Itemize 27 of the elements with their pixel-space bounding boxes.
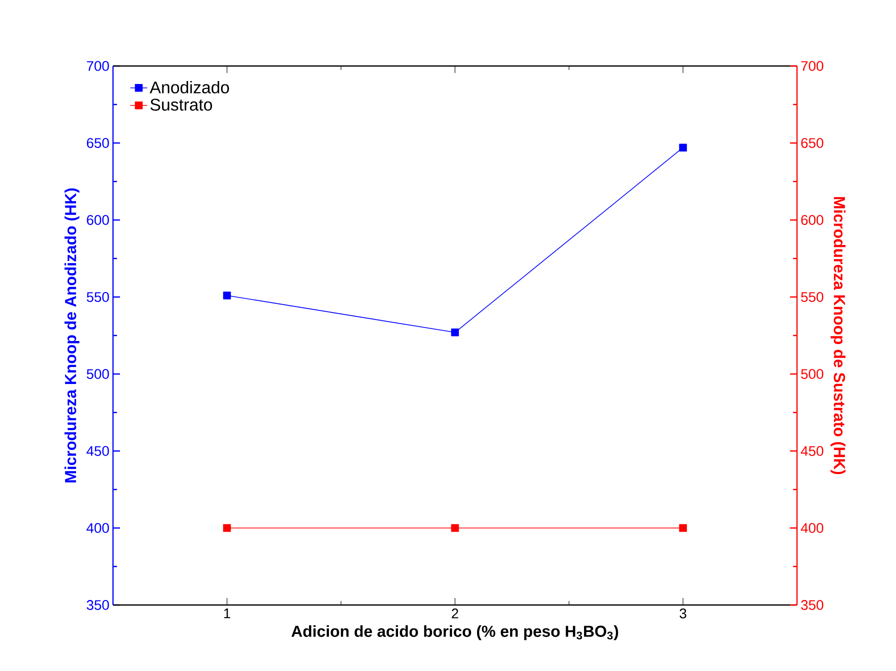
point (451, 328, 459, 336)
legend-label: Anodizado (150, 80, 229, 94)
x-axis-title: Adicion de acido borico (% en peso H$_{3}$BO$_{3}$) (291, 625, 618, 640)
y-tick-label: 500 (86, 369, 109, 379)
x-tick-label: 1 (224, 608, 230, 618)
y2-tick-label: 600 (801, 215, 824, 225)
y2-tick-label: 650 (801, 138, 824, 148)
y2-tick-label: 450 (800, 446, 824, 456)
x-tick-label: 3 (680, 608, 686, 618)
y-tick-label: 700 (86, 61, 109, 71)
y-tick-label: 600 (86, 215, 109, 225)
point (679, 144, 687, 152)
y-tick-label: 350 (86, 600, 109, 610)
y-axis-title: Microdureza Knoop de Anodizado (HK) (64, 188, 80, 482)
y2-tick-label: 700 (801, 61, 824, 71)
y2-tick-label: 400 (800, 523, 824, 533)
y2-axis-title: Microdureza Knoop de Sustrato (HK) (830, 197, 846, 474)
legend-label: Sustrato (150, 98, 212, 111)
y2-tick-label: 500 (801, 369, 824, 379)
y-tick-label: 650 (86, 138, 109, 148)
y2-tick-label: 350 (801, 600, 824, 610)
x-tick-label: 2 (452, 608, 458, 618)
y-tick-label: 450 (86, 446, 109, 456)
point (223, 292, 231, 300)
y-tick-label: 400 (86, 523, 109, 533)
y-tick-label: 550 (86, 292, 109, 302)
y2-tick-label: 550 (801, 292, 824, 302)
